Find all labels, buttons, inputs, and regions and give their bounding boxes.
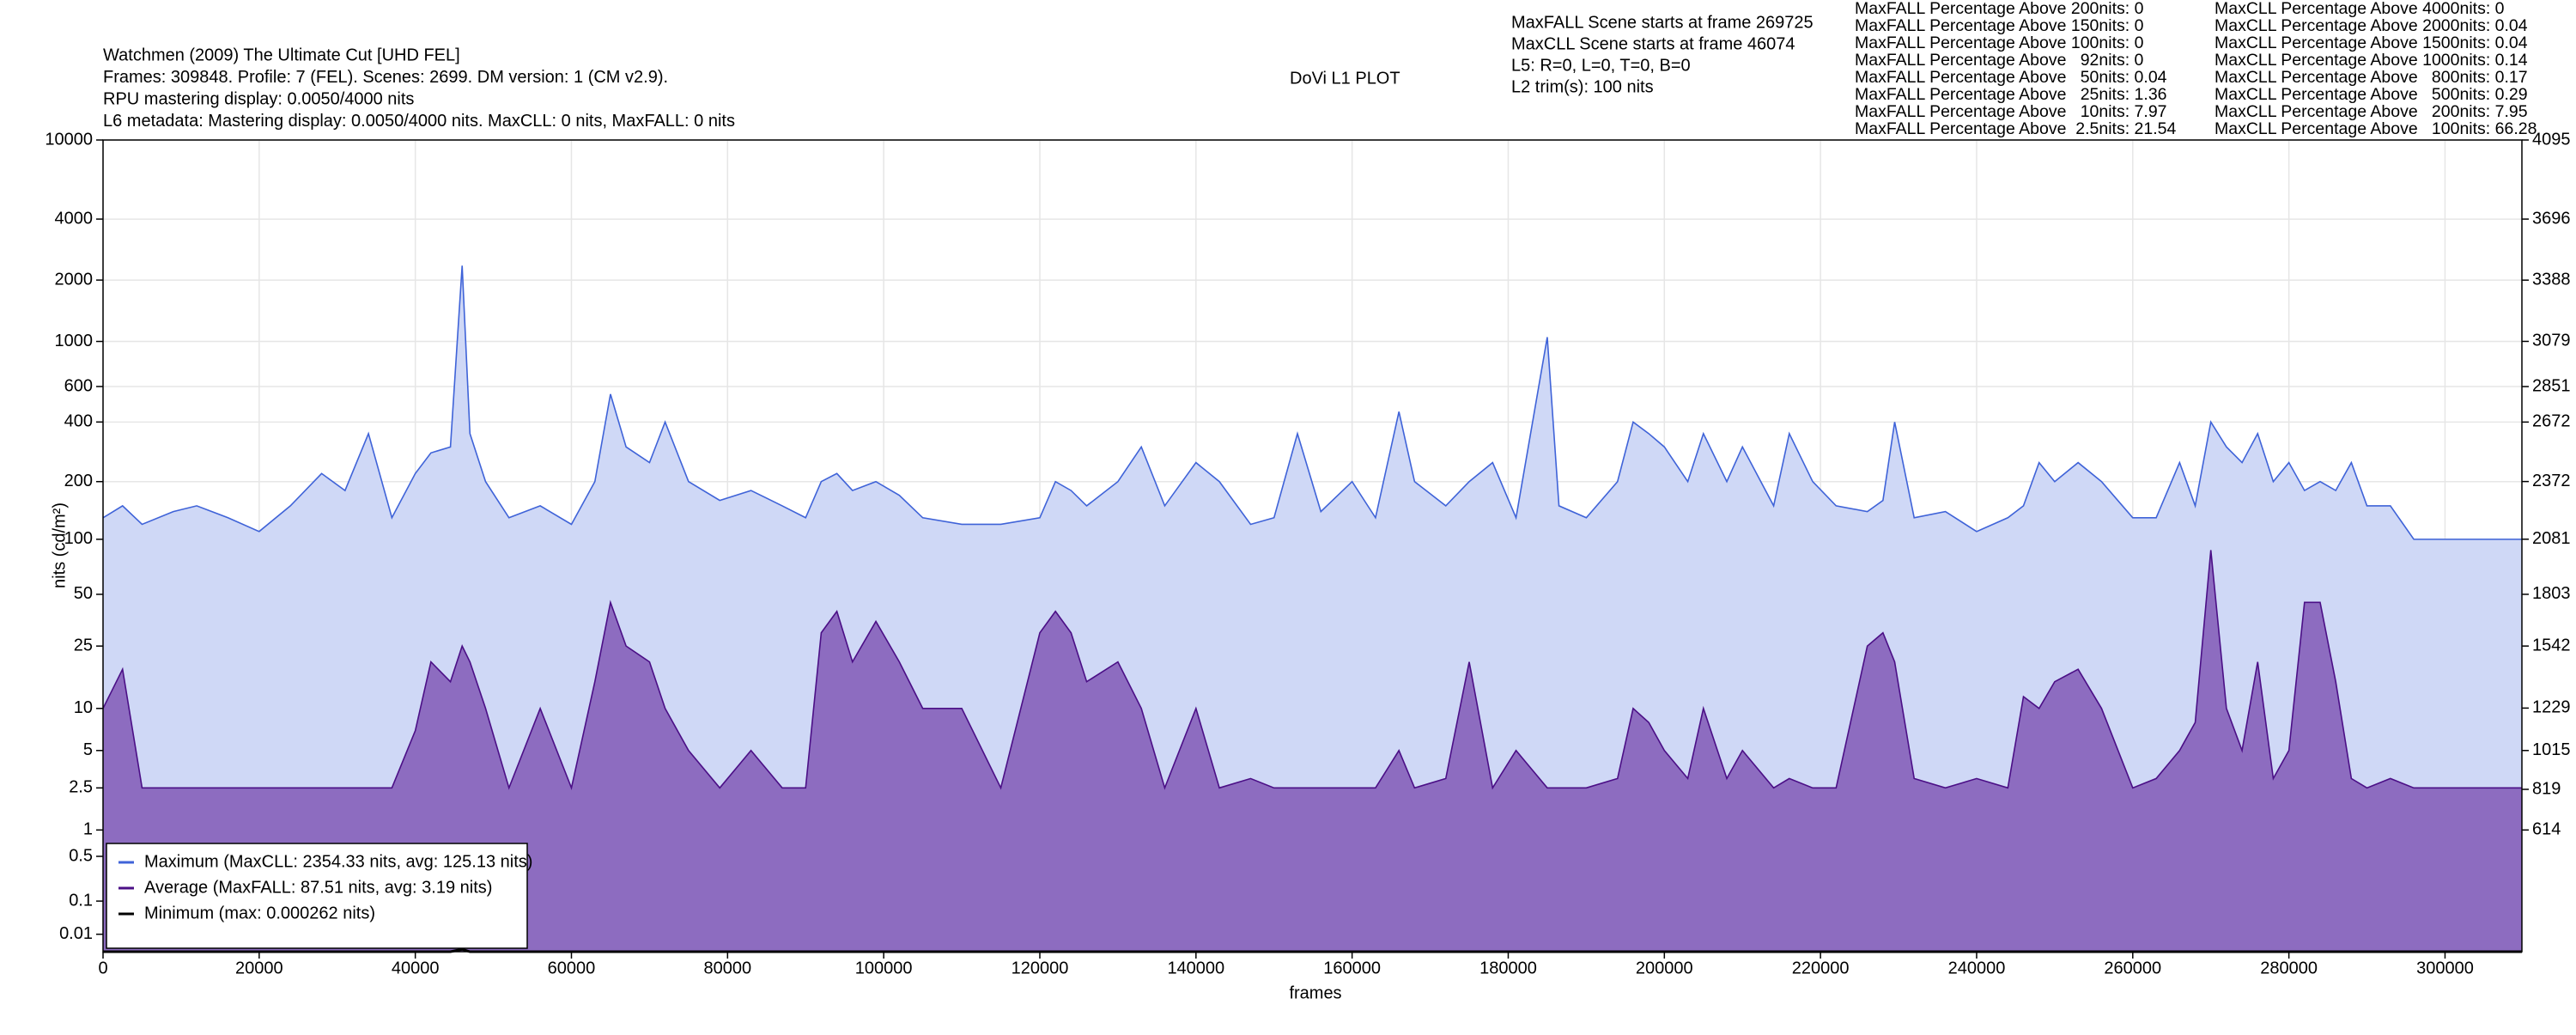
plot-frame: [102, 139, 2523, 953]
legend-label: Average (MaxFALL: 87.51 nits, avg: 3.19 …: [144, 878, 492, 897]
series-area: [103, 550, 2522, 952]
y2-tick-label: 2672: [2532, 412, 2571, 431]
stat-line: MaxCLL Percentage Above 800nits: 0.17: [2215, 68, 2528, 87]
x-tick-label: 300000: [2416, 959, 2474, 977]
legend-label: Maximum (MaxCLL: 2354.33 nits, avg: 125.…: [144, 852, 532, 871]
y2-tick-label: 4095: [2532, 130, 2571, 149]
y-tick-label: 5: [83, 740, 93, 759]
y-tick-label: 600: [64, 376, 93, 395]
x-tick-label: 80000: [704, 959, 752, 977]
stat-line: MaxCLL Percentage Above 1500nits: 0.04: [2215, 33, 2528, 52]
y-axis-label: nits (cd/m²): [50, 502, 69, 588]
x-tick-label: 220000: [1792, 959, 1850, 977]
y2-tick-label: 1229: [2532, 698, 2571, 717]
scene-info-line: MaxFALL Scene starts at frame 269725: [1511, 13, 1814, 32]
x-tick-label: 20000: [235, 959, 283, 977]
info-line: L6 metadata: Mastering display: 0.0050/4…: [103, 112, 735, 131]
y2-tick-label: 3388: [2532, 270, 2571, 289]
y2-tick-label: 819: [2532, 779, 2561, 798]
x-tick-label: 100000: [855, 959, 913, 977]
scene-info-line: L2 trim(s): 100 nits: [1511, 77, 1654, 96]
y-tick-label: 2000: [55, 270, 94, 289]
y2-tick-label: 3696: [2532, 209, 2571, 228]
x-tick-label: 240000: [1948, 959, 2006, 977]
y2-tick-label: 1542: [2532, 636, 2571, 654]
stat-line: MaxCLL Percentage Above 500nits: 0.29: [2215, 85, 2528, 104]
stat-line: MaxCLL Percentage Above 1000nits: 0.14: [2215, 51, 2528, 70]
y2-tick-label: 2851: [2532, 376, 2571, 395]
y-tick-label: 200: [64, 472, 93, 490]
scene-info-line: MaxCLL Scene starts at frame 46074: [1511, 34, 1795, 53]
stat-line: MaxFALL Percentage Above 92nits: 0: [1855, 51, 2144, 70]
scene-info-line: L5: R=0, L=0, T=0, B=0: [1511, 56, 1691, 75]
stat-line: MaxFALL Percentage Above 100nits: 0: [1855, 33, 2144, 52]
stat-line: MaxFALL Percentage Above 25nits: 1.36: [1855, 85, 2167, 104]
y-tick-label: 1000: [55, 332, 94, 350]
y-tick-label: 0.1: [69, 891, 93, 910]
y-tick-label: 10000: [45, 130, 93, 149]
info-line: RPU mastering display: 0.0050/4000 nits: [103, 89, 414, 108]
info-line: Frames: 309848. Profile: 7 (FEL). Scenes…: [103, 68, 668, 87]
legend-box: [106, 843, 528, 949]
y-tick-label: 400: [64, 412, 93, 431]
x-tick-label: 60000: [548, 959, 596, 977]
y2-tick-label: 2372: [2532, 472, 2571, 490]
stat-line: MaxFALL Percentage Above 2.5nits: 21.54: [1855, 119, 2177, 138]
y-tick-label: 10: [74, 698, 93, 717]
x-tick-label: 280000: [2260, 959, 2318, 977]
y-tick-label: 1: [83, 820, 93, 839]
x-tick-label: 160000: [1323, 959, 1381, 977]
y-tick-label: 0.5: [69, 846, 93, 865]
y-tick-label: 50: [74, 584, 93, 603]
stat-line: MaxCLL Percentage Above 2000nits: 0.04: [2215, 16, 2528, 35]
series-line: [102, 550, 2522, 791]
x-tick-label: 200000: [1636, 959, 1693, 977]
y2-tick-label: 1015: [2532, 740, 2571, 759]
x-tick-label: 140000: [1167, 959, 1224, 977]
stat-line: MaxFALL Percentage Above 10nits: 7.97: [1855, 102, 2167, 121]
y-tick-label: 2.5: [69, 778, 93, 797]
stat-line: MaxCLL Percentage Above 200nits: 7.95: [2215, 102, 2528, 121]
info-line: Watchmen (2009) The Ultimate Cut [UHD FE…: [103, 46, 460, 64]
stat-line: MaxFALL Percentage Above 50nits: 0.04: [1855, 68, 2167, 87]
x-tick-label: 0: [98, 959, 107, 977]
x-axis-label: frames: [1289, 983, 1341, 1002]
x-tick-label: 40000: [392, 959, 440, 977]
y2-tick-label: 3079: [2532, 332, 2571, 350]
x-tick-label: 120000: [1012, 959, 1069, 977]
y-tick-label: 4000: [55, 209, 94, 228]
x-tick-label: 180000: [1479, 959, 1537, 977]
y-tick-label: 25: [74, 636, 93, 654]
series-line: [102, 265, 2522, 540]
y-tick-label: 100: [64, 529, 93, 548]
stat-line: MaxCLL Percentage Above 100nits: 66.28: [2215, 119, 2537, 138]
y2-tick-label: 2081: [2532, 529, 2571, 548]
stat-line: MaxCLL Percentage Above 4000nits: 0: [2215, 0, 2505, 18]
y-tick-label: 0.01: [59, 924, 93, 943]
y2-tick-label: 614: [2532, 820, 2561, 839]
chart-title: DoVi L1 PLOT: [1290, 69, 1400, 88]
legend-label: Minimum (max: 0.000262 nits): [144, 904, 375, 922]
stat-line: MaxFALL Percentage Above 200nits: 0: [1855, 0, 2144, 18]
x-tick-label: 260000: [2104, 959, 2161, 977]
stat-line: MaxFALL Percentage Above 150nits: 0: [1855, 16, 2144, 35]
y2-tick-label: 1803: [2532, 584, 2571, 603]
